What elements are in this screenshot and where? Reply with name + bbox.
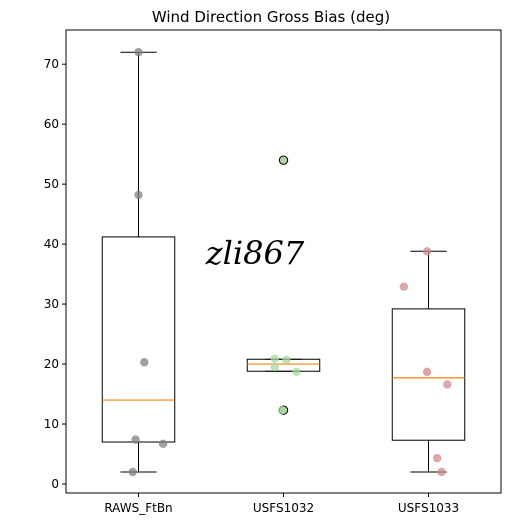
y-tick-label: 20 [44, 357, 59, 371]
data-point [140, 358, 149, 367]
box-group [246, 155, 321, 415]
data-point [282, 355, 291, 365]
y-tick-label: 30 [44, 297, 59, 311]
box-group [391, 247, 466, 477]
x-tick-label: RAWS_FtBn [104, 501, 172, 515]
x-tick-label: USFS1033 [398, 501, 459, 515]
data-point [134, 47, 143, 57]
y-tick-label: 0 [51, 477, 59, 491]
y-axis: 0 10 20 30 40 50 60 70 [44, 57, 66, 491]
data-point [270, 362, 279, 372]
data-point [158, 439, 168, 449]
data-point [437, 467, 446, 477]
data-point [134, 190, 143, 200]
box [101, 236, 176, 443]
box [391, 308, 466, 441]
x-tick-label: USFS1032 [253, 501, 314, 515]
y-tick-label: 50 [44, 177, 59, 191]
data-point [277, 406, 287, 415]
x-axis: RAWS_FtBn USFS1032 USFS1033 [104, 493, 459, 515]
chart-title: Wind Direction Gross Bias (deg) [152, 8, 390, 26]
box-group [101, 47, 176, 477]
data-point [292, 367, 301, 377]
data-point [422, 367, 432, 377]
y-tick-label: 40 [44, 237, 59, 251]
data-point [128, 467, 137, 477]
y-tick-label: 10 [44, 417, 59, 431]
data-point [433, 454, 442, 463]
data-point [270, 354, 279, 363]
watermark-signature: zli867 [205, 234, 305, 272]
y-tick-label: 60 [44, 117, 59, 131]
boxes [101, 47, 466, 477]
data-point [422, 247, 432, 256]
data-point [443, 380, 452, 389]
y-tick-label: 70 [44, 57, 59, 71]
outlier-point [278, 155, 289, 165]
data-point [399, 282, 409, 291]
data-point [131, 435, 140, 444]
